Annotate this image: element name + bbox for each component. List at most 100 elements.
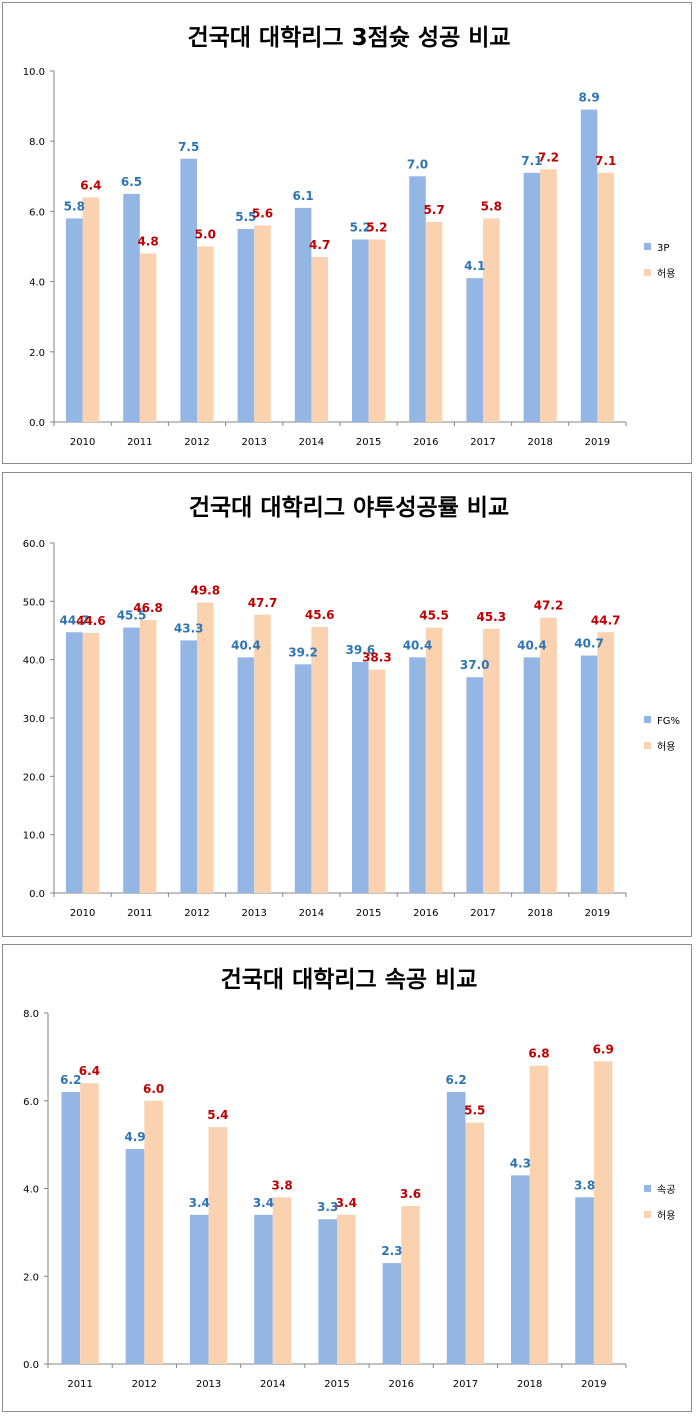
bar-series1 (382, 1263, 402, 1364)
bar-series1 (237, 228, 255, 422)
x-tick-label: 2016 (388, 1379, 413, 1390)
data-label-series1: 3.3 (317, 1200, 338, 1214)
data-label-series1: 4.3 (510, 1156, 531, 1170)
bar-series1 (189, 1214, 209, 1364)
data-label-series2: 6.4 (80, 178, 101, 192)
data-label-series2: 49.8 (190, 584, 220, 598)
bar-series1 (409, 176, 426, 422)
x-tick-label: 2018 (527, 437, 552, 448)
bar-series2 (82, 197, 100, 422)
bar-series1 (409, 657, 426, 893)
bar-series1 (66, 218, 83, 422)
data-label-series1: 7.1 (521, 154, 542, 168)
data-label-series1: 6.5 (121, 175, 142, 189)
y-tick-label: 2.0 (23, 1272, 39, 1283)
y-tick-label: 6.0 (23, 1097, 39, 1108)
data-label-series1: 4.9 (124, 1130, 145, 1144)
legend-swatch-series1 (644, 1185, 651, 1192)
data-label-series1: 37.0 (460, 658, 490, 672)
legend-label-series2: 허용 (657, 268, 675, 280)
chart-3p: 건국대 대학리그 3점슛 성공 비교 0.0 2.0 4.0 6.0 8.0 10.0 201… (23, 25, 676, 448)
y-tick-label: 8.0 (29, 137, 45, 148)
legend-label-series2: 허용 (657, 1210, 675, 1222)
bar-series2 (208, 1127, 228, 1364)
bar-series2 (139, 253, 157, 422)
bar-series1 (123, 627, 140, 893)
x-tick-label: 2013 (196, 1379, 221, 1390)
bar-series1 (580, 109, 598, 423)
data-label-series2: 3.8 (271, 1178, 292, 1192)
data-label-series2: 5.7 (423, 203, 444, 217)
x-tick-label: 2012 (184, 437, 209, 448)
bar-series1 (352, 239, 369, 422)
x-tick-label: 2016 (413, 908, 438, 919)
legend-label-series1: FG% (657, 716, 680, 727)
bar-series1 (61, 1091, 81, 1364)
chart-panel-fastbreak: 건국대 대학리그 속공 비교 0.0 2.0 4.0 6.0 8.0 2011 6.2 6.4 2… (2, 944, 692, 1412)
bar-series2 (425, 627, 443, 893)
y-tick-label: 10.0 (23, 831, 45, 842)
data-label-series1: 7.0 (407, 157, 428, 171)
legend-swatch-series1 (644, 243, 651, 250)
bar-series2 (144, 1100, 163, 1364)
data-label-series1: 5.8 (64, 199, 85, 213)
y-tick-label: 10.0 (23, 67, 45, 78)
data-label-series1: 6.2 (60, 1073, 81, 1087)
data-label-series1: 3.8 (574, 1178, 595, 1192)
data-label-series1: 6.1 (292, 189, 313, 203)
data-label-series2: 6.4 (79, 1064, 100, 1078)
data-label-series1: 4.1 (464, 259, 485, 273)
x-tick-label: 2018 (517, 1379, 542, 1390)
x-tick-label: 2015 (356, 437, 381, 448)
y-tick-label: 2.0 (29, 348, 45, 359)
chart-title: 건국대 대학리그 속공 비교 (221, 967, 478, 993)
bar-series1 (466, 278, 483, 422)
y-tick-label: 20.0 (23, 772, 45, 783)
y-tick-label: 60.0 (23, 539, 45, 550)
x-tick-label: 2012 (132, 1379, 157, 1390)
chart-title: 건국대 대학리그 3점슛 성공 비교 (187, 25, 510, 51)
x-tick-label: 2017 (470, 908, 495, 919)
data-label-series2: 7.1 (595, 154, 616, 168)
data-label-series2: 47.2 (534, 599, 564, 613)
data-label-series2: 5.2 (366, 220, 387, 234)
x-tick-label: 2011 (127, 437, 152, 448)
bar-series1 (575, 1197, 594, 1364)
bar-series2 (368, 239, 386, 422)
data-label-series2: 5.0 (195, 228, 216, 242)
bar-series2 (540, 617, 557, 893)
bar-series1 (580, 655, 598, 893)
x-tick-label: 2018 (527, 908, 552, 919)
y-tick-label: 6.0 (29, 207, 45, 218)
bar-series2 (254, 614, 271, 893)
y-tick-label: 0.0 (29, 418, 45, 429)
x-tick-label: 2017 (453, 1379, 478, 1390)
bar-series2 (465, 1122, 485, 1364)
data-label-series1: 8.9 (578, 91, 599, 105)
bar-series2 (483, 218, 500, 422)
bar-series1 (352, 662, 369, 893)
bar-series1 (294, 664, 312, 893)
chart-panel-fg: 건국대 대학리그 야투성공률 비교 0.0 10.0 20.0 30.0 40.0 50.0… (2, 472, 692, 937)
legend-swatch-series2 (644, 1211, 651, 1218)
x-tick-label: 2013 (241, 437, 266, 448)
legend-swatch-series2 (644, 269, 651, 276)
bar-series2 (597, 632, 614, 893)
data-label-series2: 4.8 (137, 235, 158, 249)
data-label-series2: 6.0 (143, 1082, 164, 1096)
data-label-series1: 6.2 (445, 1073, 466, 1087)
bar-series2 (197, 602, 214, 893)
data-label-series2: 5.5 (464, 1104, 485, 1118)
legend-label-series1: 3P (657, 243, 669, 254)
bar-series1 (523, 172, 541, 422)
bar-series2 (401, 1206, 420, 1364)
data-label-series2: 3.6 (400, 1187, 421, 1201)
x-tick-label: 2014 (299, 908, 324, 919)
bar-series2 (593, 1061, 613, 1364)
bar-series2 (368, 669, 386, 893)
bar-series1 (294, 207, 312, 422)
y-tick-label: 30.0 (23, 714, 45, 725)
data-label-series2: 5.6 (252, 206, 273, 220)
x-tick-label: 2015 (324, 1379, 349, 1390)
data-label-series1: 39.6 (346, 643, 376, 657)
